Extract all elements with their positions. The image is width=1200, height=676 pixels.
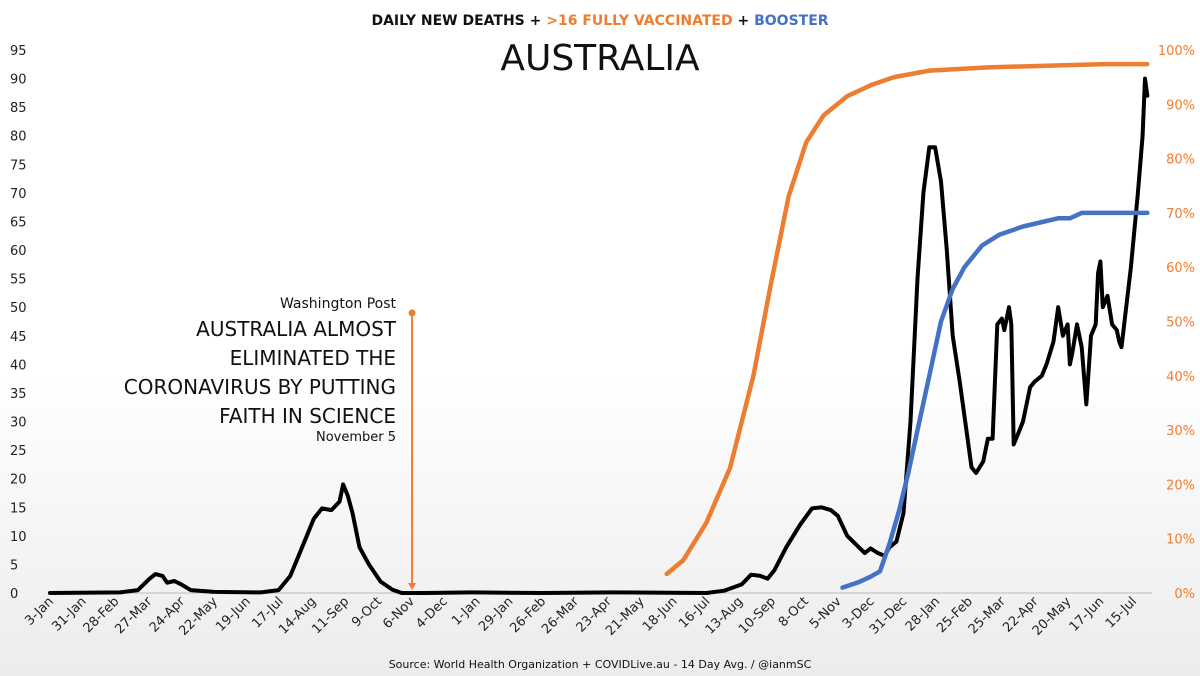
y-left-tick-40: 40 bbox=[10, 358, 27, 373]
y-left-tick-85: 85 bbox=[10, 101, 27, 116]
annotation-headline-line-3: CORONAVIRUS BY PUTTING bbox=[124, 375, 396, 399]
y-left-tick-35: 35 bbox=[10, 387, 27, 402]
y-left-tick-70: 70 bbox=[10, 187, 27, 202]
y-right-tick-30pct: 30% bbox=[1166, 424, 1195, 439]
x-tick-19-jun: 19-Jun bbox=[213, 594, 254, 635]
y-right-tick-60pct: 60% bbox=[1166, 261, 1195, 276]
y-right-tick-20pct: 20% bbox=[1166, 478, 1195, 493]
subtitle-part-2: + bbox=[733, 13, 754, 29]
y-left-tick-0: 0 bbox=[10, 587, 18, 602]
x-tick-6-nov: 6-Nov bbox=[380, 594, 418, 632]
chart-subtitle: DAILY NEW DEATHS + >16 FULLY VACCINATED … bbox=[371, 13, 828, 29]
x-tick-8-oct: 8-Oct bbox=[776, 594, 812, 630]
x-tick-4-dec: 4-Dec bbox=[413, 594, 451, 632]
x-tick-9-oct: 9-Oct bbox=[349, 594, 385, 630]
y-right-tick-10pct: 10% bbox=[1166, 533, 1195, 548]
annotation-arrowhead bbox=[408, 583, 417, 590]
y-left-tick-80: 80 bbox=[10, 130, 27, 145]
x-tick-15-jul: 15-Jul bbox=[1103, 594, 1140, 631]
annotation-dot bbox=[408, 309, 416, 317]
annotation-headline-line-1: AUSTRALIA ALMOST bbox=[196, 317, 397, 341]
annotation-headline-line-4: FAITH IN SCIENCE bbox=[219, 404, 396, 428]
source-note: Source: World Health Organization + COVI… bbox=[389, 658, 812, 671]
y-right-tick-80pct: 80% bbox=[1166, 153, 1195, 168]
annotation-source: Washington Post bbox=[280, 296, 397, 312]
x-tick-26-mar: 26-Mar bbox=[539, 594, 582, 637]
y-right-tick-90pct: 90% bbox=[1166, 98, 1195, 113]
y-left-tick-45: 45 bbox=[10, 330, 27, 345]
chart-title: AUSTRALIA bbox=[500, 38, 700, 79]
y-right-tick-40pct: 40% bbox=[1166, 370, 1195, 385]
y-right-tick-50pct: 50% bbox=[1166, 316, 1195, 331]
y-left-tick-15: 15 bbox=[10, 501, 27, 516]
annotation-headline-line-2: ELIMINATED THE bbox=[230, 346, 396, 370]
subtitle-part-1: >16 FULLY VACCINATED bbox=[546, 13, 732, 29]
x-tick-25-mar: 25-Mar bbox=[966, 594, 1009, 637]
y-left-tick-5: 5 bbox=[10, 558, 18, 573]
y-right-tick-0pct: 0% bbox=[1174, 587, 1195, 602]
y-left-tick-30: 30 bbox=[10, 416, 27, 431]
y-left-tick-20: 20 bbox=[10, 473, 27, 488]
x-tick-10-sep: 10-Sep bbox=[736, 594, 779, 637]
y-left-tick-75: 75 bbox=[10, 158, 27, 173]
annotation-date: November 5 bbox=[316, 430, 396, 445]
x-tick-17-jun: 17-Jun bbox=[1067, 594, 1108, 635]
y-left-tick-10: 10 bbox=[10, 530, 27, 545]
x-tick-31-dec: 31-Dec bbox=[867, 594, 910, 637]
y-right-tick-100pct: 100% bbox=[1158, 44, 1195, 59]
y-left-tick-90: 90 bbox=[10, 73, 27, 88]
x-tick-27-mar: 27-Mar bbox=[112, 594, 155, 637]
y-right-tick-70pct: 70% bbox=[1166, 207, 1195, 222]
y-left-tick-25: 25 bbox=[10, 444, 27, 459]
subtitle-part-0: DAILY NEW DEATHS + bbox=[371, 13, 546, 29]
series-line-16-fully-vaccinated bbox=[664, 61, 1150, 577]
y-left-tick-65: 65 bbox=[10, 215, 27, 230]
y-left-tick-60: 60 bbox=[10, 244, 27, 259]
x-tick-11-sep: 11-Sep bbox=[309, 594, 352, 637]
y-left-tick-50: 50 bbox=[10, 301, 27, 316]
series-line-booster bbox=[840, 210, 1150, 590]
y-left-tick-95: 95 bbox=[10, 44, 27, 59]
x-tick-5-nov: 5-Nov bbox=[807, 594, 845, 632]
series-line-daily-new-deaths-14-day-avg bbox=[48, 76, 1150, 595]
x-tick-18-jun: 18-Jun bbox=[640, 594, 681, 635]
y-left-tick-55: 55 bbox=[10, 273, 27, 288]
subtitle-part-3: BOOSTER bbox=[754, 13, 829, 29]
